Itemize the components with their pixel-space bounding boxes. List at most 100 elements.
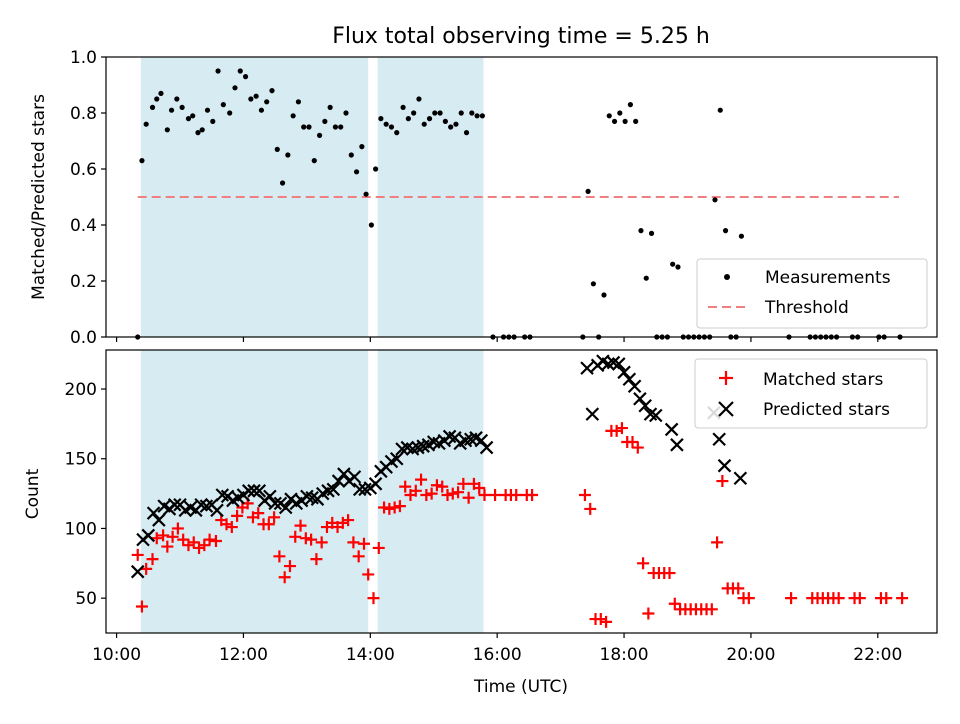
matched-star-point <box>372 541 385 554</box>
matched-star-point <box>278 571 291 584</box>
measurement-point <box>190 113 196 119</box>
measurement-point <box>611 118 618 124</box>
predicted-star-point <box>263 489 277 504</box>
matched-star-point <box>637 557 650 570</box>
matched-star-point <box>716 475 729 488</box>
matched-star-point <box>209 534 222 547</box>
x-tick-label: 10:00 <box>92 645 141 665</box>
matched-star-point <box>473 482 486 495</box>
x-tick-label: 22:00 <box>853 645 902 665</box>
predicted-star-point <box>580 361 594 375</box>
measurement-point <box>269 88 275 94</box>
matched-star-point <box>626 436 639 449</box>
x-tick-label: 18:00 <box>600 645 649 665</box>
top-panel: 0.0 0.2 0.4 0.6 0.8 1.0 Matched/Predicted sta… <box>29 48 938 348</box>
predicted-star-point <box>664 422 679 437</box>
measurement-point <box>210 118 216 124</box>
x-tick-label: 12:00 <box>219 645 268 665</box>
matched-star-point <box>896 592 909 605</box>
matched-star-point <box>268 511 281 524</box>
matched-star-point <box>252 507 265 520</box>
predicted-star-point <box>585 407 600 421</box>
measurement-point <box>372 166 379 172</box>
top-y-tick-label: 0.4 <box>70 216 97 236</box>
measurement-point <box>627 102 633 108</box>
measurement-point <box>338 124 344 130</box>
matched-star-point <box>231 509 244 522</box>
matched-star-point <box>203 533 216 546</box>
predicted-star-point <box>268 496 282 511</box>
measurement-point <box>174 96 180 102</box>
measurement-point <box>179 104 185 110</box>
predicted-star-point <box>712 432 726 446</box>
measurement-point <box>601 292 607 298</box>
matched-star-point <box>600 615 613 628</box>
predicted-star-point <box>368 477 383 491</box>
measurement-point <box>264 99 270 105</box>
matched-star-point <box>161 540 174 553</box>
matched-star-point <box>347 536 360 549</box>
legend-threshold-label: Threshold <box>764 298 849 318</box>
measurement-point <box>633 118 639 124</box>
predicted-star-point <box>638 398 652 413</box>
matched-star-point <box>785 592 798 605</box>
predicted-star-point <box>474 433 489 448</box>
measurement-point <box>363 191 369 197</box>
matched-star-point <box>452 486 465 499</box>
legend-measurements-marker <box>724 274 730 280</box>
measurement-point <box>311 158 317 164</box>
predicted-star-point <box>331 474 346 488</box>
matched-star-point <box>853 592 866 605</box>
matched-star-point <box>526 488 539 501</box>
predicted-star-point <box>633 392 647 406</box>
measurement-point <box>306 124 312 130</box>
legend-measurements-label: Measurements <box>765 268 891 288</box>
measurement-point <box>585 188 591 194</box>
measurement-point <box>670 261 676 267</box>
measurement-point <box>426 116 433 122</box>
measurement-point <box>416 96 422 102</box>
matched-star-point <box>642 607 655 620</box>
predicted-star-point <box>241 484 256 498</box>
matched-star-point <box>193 541 206 554</box>
matched-star-point <box>177 533 190 546</box>
measurement-point <box>437 110 443 116</box>
top-y-tick-label: 0.0 <box>70 328 97 348</box>
matched-star-point <box>171 522 184 535</box>
measurement-point <box>712 197 718 203</box>
measurement-point <box>400 104 406 110</box>
measurement-point <box>622 118 628 124</box>
matched-star-point <box>399 480 412 493</box>
matched-star-point <box>420 488 433 501</box>
matched-star-point <box>182 539 195 552</box>
top-x-ticks <box>115 337 879 342</box>
top-y-tick-label: 1.0 <box>70 48 97 68</box>
measurement-point <box>149 104 156 110</box>
matched-star-point <box>157 529 170 542</box>
predicted-star-point <box>670 438 684 452</box>
measurement-point <box>322 118 328 124</box>
matched-star-point <box>742 592 755 605</box>
predicted-star-point <box>627 379 642 394</box>
matched-star-point <box>668 597 681 610</box>
predicted-star-point <box>347 470 362 484</box>
measurement-point <box>195 130 201 136</box>
measurement-point <box>359 144 365 150</box>
measurement-point <box>158 90 164 96</box>
x-axis-label: Time (UTC) <box>473 677 568 697</box>
measurement-point <box>383 121 389 127</box>
measurement-point <box>617 110 623 116</box>
bottom-y-axis: 50 100 150 200 <box>65 380 106 609</box>
matched-star-point <box>711 536 724 549</box>
top-legend: Measurements Threshold <box>696 258 928 329</box>
matched-star-point <box>425 487 438 500</box>
matched-star-point <box>478 488 491 501</box>
measurement-point <box>722 228 729 234</box>
matched-star-point <box>446 487 459 500</box>
matched-star-point <box>150 532 163 545</box>
matched-star-point <box>352 550 365 563</box>
predicted-star-point <box>247 484 261 498</box>
measurement-point <box>215 68 221 74</box>
predicted-star-point <box>278 500 293 515</box>
measurement-point <box>388 124 395 130</box>
